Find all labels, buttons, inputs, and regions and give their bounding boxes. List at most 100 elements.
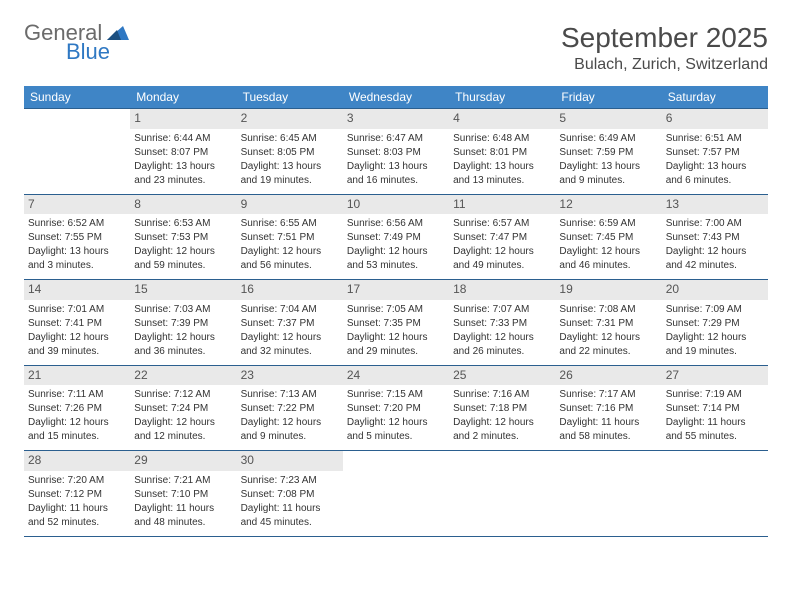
daylight-text: and 3 minutes. <box>28 259 126 272</box>
day-number: 12 <box>555 195 661 215</box>
daylight-text: and 56 minutes. <box>241 259 339 272</box>
calendar-day-cell: 16Sunrise: 7:04 AMSunset: 7:37 PMDayligh… <box>237 280 343 366</box>
calendar-day-cell: 17Sunrise: 7:05 AMSunset: 7:35 PMDayligh… <box>343 280 449 366</box>
day-number: 13 <box>662 195 768 215</box>
daylight-text: and 13 minutes. <box>453 174 551 187</box>
daylight-text: and 2 minutes. <box>453 430 551 443</box>
day-number: 10 <box>343 195 449 215</box>
calendar-week-row: 28Sunrise: 7:20 AMSunset: 7:12 PMDayligh… <box>24 451 768 537</box>
calendar-day-cell: 4Sunrise: 6:48 AMSunset: 8:01 PMDaylight… <box>449 109 555 195</box>
sunset-text: Sunset: 7:45 PM <box>559 231 657 244</box>
sunset-text: Sunset: 7:35 PM <box>347 317 445 330</box>
calendar-day-cell: 28Sunrise: 7:20 AMSunset: 7:12 PMDayligh… <box>24 451 130 537</box>
calendar-week-row: 7Sunrise: 6:52 AMSunset: 7:55 PMDaylight… <box>24 194 768 280</box>
daylight-text: Daylight: 11 hours <box>134 502 232 515</box>
daylight-text: and 6 minutes. <box>666 174 764 187</box>
sunset-text: Sunset: 7:29 PM <box>666 317 764 330</box>
sunrise-text: Sunrise: 7:11 AM <box>28 388 126 401</box>
weekday-header: Tuesday <box>237 86 343 109</box>
calendar-day-cell: 6Sunrise: 6:51 AMSunset: 7:57 PMDaylight… <box>662 109 768 195</box>
sunset-text: Sunset: 7:53 PM <box>134 231 232 244</box>
calendar-day-cell: 7Sunrise: 6:52 AMSunset: 7:55 PMDaylight… <box>24 194 130 280</box>
sunrise-text: Sunrise: 7:08 AM <box>559 303 657 316</box>
daylight-text: Daylight: 12 hours <box>666 331 764 344</box>
daylight-text: and 42 minutes. <box>666 259 764 272</box>
daylight-text: Daylight: 12 hours <box>347 245 445 258</box>
daylight-text: and 58 minutes. <box>559 430 657 443</box>
calendar-day-cell: 20Sunrise: 7:09 AMSunset: 7:29 PMDayligh… <box>662 280 768 366</box>
daylight-text: and 36 minutes. <box>134 345 232 358</box>
sunset-text: Sunset: 7:33 PM <box>453 317 551 330</box>
calendar-empty-cell <box>555 451 661 537</box>
daylight-text: and 48 minutes. <box>134 516 232 529</box>
daylight-text: Daylight: 12 hours <box>134 331 232 344</box>
sunrise-text: Sunrise: 6:47 AM <box>347 132 445 145</box>
day-number: 24 <box>343 366 449 386</box>
daylight-text: Daylight: 12 hours <box>453 245 551 258</box>
daylight-text: Daylight: 12 hours <box>28 416 126 429</box>
daylight-text: and 22 minutes. <box>559 345 657 358</box>
day-number: 14 <box>24 280 130 300</box>
daylight-text: and 45 minutes. <box>241 516 339 529</box>
daylight-text: and 39 minutes. <box>28 345 126 358</box>
day-number: 5 <box>555 109 661 129</box>
calendar-week-row: 14Sunrise: 7:01 AMSunset: 7:41 PMDayligh… <box>24 280 768 366</box>
calendar-day-cell: 15Sunrise: 7:03 AMSunset: 7:39 PMDayligh… <box>130 280 236 366</box>
calendar-day-cell: 12Sunrise: 6:59 AMSunset: 7:45 PMDayligh… <box>555 194 661 280</box>
sunset-text: Sunset: 7:37 PM <box>241 317 339 330</box>
daylight-text: and 5 minutes. <box>347 430 445 443</box>
brand-line2: Blue <box>66 41 129 63</box>
day-number: 8 <box>130 195 236 215</box>
sunset-text: Sunset: 7:59 PM <box>559 146 657 159</box>
sunrise-text: Sunrise: 7:01 AM <box>28 303 126 316</box>
weekday-header-row: SundayMondayTuesdayWednesdayThursdayFrid… <box>24 86 768 109</box>
calendar-day-cell: 9Sunrise: 6:55 AMSunset: 7:51 PMDaylight… <box>237 194 343 280</box>
weekday-header: Sunday <box>24 86 130 109</box>
sunrise-text: Sunrise: 7:00 AM <box>666 217 764 230</box>
daylight-text: Daylight: 12 hours <box>453 416 551 429</box>
calendar-day-cell: 19Sunrise: 7:08 AMSunset: 7:31 PMDayligh… <box>555 280 661 366</box>
calendar-table: SundayMondayTuesdayWednesdayThursdayFrid… <box>24 86 768 537</box>
calendar-day-cell: 14Sunrise: 7:01 AMSunset: 7:41 PMDayligh… <box>24 280 130 366</box>
daylight-text: and 16 minutes. <box>347 174 445 187</box>
sunrise-text: Sunrise: 7:09 AM <box>666 303 764 316</box>
sunrise-text: Sunrise: 7:16 AM <box>453 388 551 401</box>
sunrise-text: Sunrise: 7:21 AM <box>134 474 232 487</box>
sunset-text: Sunset: 7:24 PM <box>134 402 232 415</box>
day-number: 30 <box>237 451 343 471</box>
day-number: 3 <box>343 109 449 129</box>
daylight-text: Daylight: 11 hours <box>28 502 126 515</box>
sunset-text: Sunset: 7:18 PM <box>453 402 551 415</box>
calendar-day-cell: 29Sunrise: 7:21 AMSunset: 7:10 PMDayligh… <box>130 451 236 537</box>
day-number: 4 <box>449 109 555 129</box>
daylight-text: Daylight: 12 hours <box>134 416 232 429</box>
day-number: 21 <box>24 366 130 386</box>
calendar-week-row: 1Sunrise: 6:44 AMSunset: 8:07 PMDaylight… <box>24 109 768 195</box>
calendar-day-cell: 11Sunrise: 6:57 AMSunset: 7:47 PMDayligh… <box>449 194 555 280</box>
daylight-text: Daylight: 13 hours <box>347 160 445 173</box>
day-number: 28 <box>24 451 130 471</box>
sunrise-text: Sunrise: 7:04 AM <box>241 303 339 316</box>
daylight-text: Daylight: 13 hours <box>666 160 764 173</box>
daylight-text: Daylight: 12 hours <box>453 331 551 344</box>
sunset-text: Sunset: 7:51 PM <box>241 231 339 244</box>
calendar-empty-cell <box>343 451 449 537</box>
calendar-day-cell: 10Sunrise: 6:56 AMSunset: 7:49 PMDayligh… <box>343 194 449 280</box>
sunrise-text: Sunrise: 7:12 AM <box>134 388 232 401</box>
daylight-text: Daylight: 12 hours <box>28 331 126 344</box>
daylight-text: Daylight: 12 hours <box>241 245 339 258</box>
daylight-text: Daylight: 12 hours <box>559 245 657 258</box>
daylight-text: and 15 minutes. <box>28 430 126 443</box>
calendar-empty-cell <box>24 109 130 195</box>
sunset-text: Sunset: 7:39 PM <box>134 317 232 330</box>
weekday-header: Saturday <box>662 86 768 109</box>
daylight-text: Daylight: 13 hours <box>241 160 339 173</box>
calendar-day-cell: 5Sunrise: 6:49 AMSunset: 7:59 PMDaylight… <box>555 109 661 195</box>
weekday-header: Friday <box>555 86 661 109</box>
daylight-text: Daylight: 11 hours <box>559 416 657 429</box>
calendar-day-cell: 8Sunrise: 6:53 AMSunset: 7:53 PMDaylight… <box>130 194 236 280</box>
calendar-empty-cell <box>449 451 555 537</box>
sunset-text: Sunset: 8:01 PM <box>453 146 551 159</box>
sunset-text: Sunset: 7:22 PM <box>241 402 339 415</box>
calendar-day-cell: 21Sunrise: 7:11 AMSunset: 7:26 PMDayligh… <box>24 365 130 451</box>
